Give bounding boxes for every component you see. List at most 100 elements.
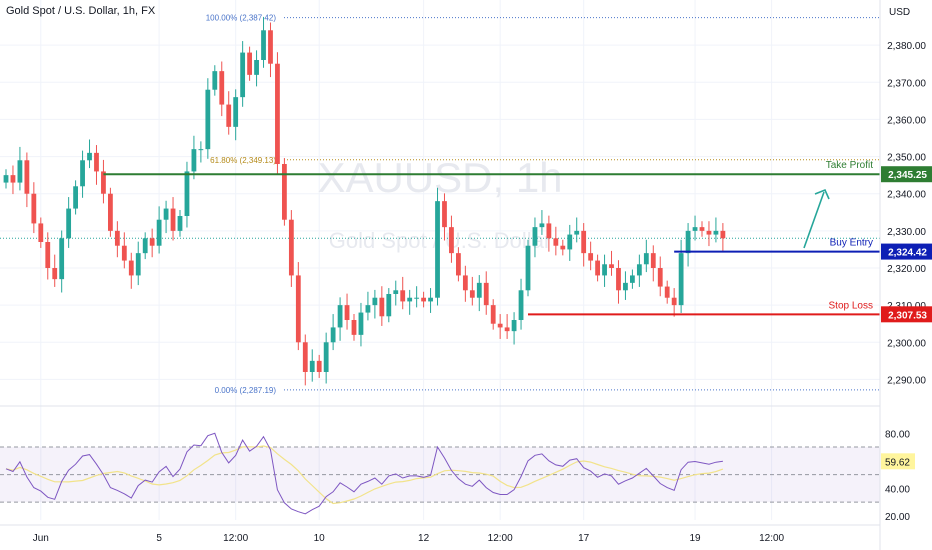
candle-body (435, 201, 440, 298)
candle-body (59, 238, 65, 280)
candle-body (114, 230, 120, 246)
candle-body (170, 208, 176, 231)
candle-body (469, 290, 475, 298)
candle-body (511, 320, 517, 332)
price-tick-label: 2,360.00 (887, 115, 926, 126)
candle-body (149, 238, 155, 246)
candle-body (636, 264, 642, 276)
candle-body (678, 253, 684, 306)
candle-body (539, 223, 545, 228)
candle-body (449, 227, 454, 254)
stop-loss-tag: 2,307.53 (888, 310, 927, 321)
candle-body (483, 282, 489, 306)
candle-body (414, 297, 420, 299)
price-tick-label: 2,340.00 (887, 190, 926, 201)
time-tick-label: 12 (418, 533, 430, 544)
rsi-band-fill (0, 447, 880, 503)
candle-body (706, 230, 712, 235)
candle-body (198, 149, 204, 151)
candle-body (177, 216, 183, 231)
candle-body (288, 219, 294, 276)
candle-body (323, 342, 329, 372)
time-tick-label: 12:00 (488, 533, 513, 544)
candle-body (309, 360, 315, 372)
candle-body (442, 201, 447, 228)
candle-body (358, 312, 364, 335)
candle-body (379, 297, 385, 317)
candle-body (205, 89, 211, 150)
candle-body (94, 152, 99, 172)
candle-body (664, 286, 670, 298)
candle-body (240, 52, 246, 98)
candle-body (616, 268, 621, 291)
candle-body (212, 71, 218, 90)
candle-body (456, 253, 461, 276)
candle-body (685, 230, 691, 254)
candle-body (692, 227, 698, 231)
candle-body (282, 164, 287, 220)
price-tick-label: 2,370.00 (887, 78, 926, 89)
take-profit-tag: 2,345.25 (888, 170, 927, 181)
candle-body (80, 160, 85, 187)
candle-body (316, 360, 322, 372)
candle-body (31, 193, 37, 224)
candle-body (393, 290, 399, 294)
chart-title: Gold Spot / U.S. Dollar, 1h, FX (6, 5, 156, 17)
candle-body (421, 297, 426, 302)
candle-body (623, 282, 628, 291)
price-tick-label: 2,380.00 (887, 41, 926, 52)
candle-body (630, 275, 635, 283)
time-tick-label: 5 (156, 533, 162, 544)
candle-body (233, 97, 239, 127)
candle-body (476, 282, 482, 298)
price-tick-label: 2,330.00 (887, 227, 926, 238)
buy-entry-tag-bg (881, 243, 932, 260)
take-profit-tag-bg (881, 166, 932, 183)
buy-entry-label: Buy Entry (830, 238, 873, 249)
buy-entry-tag: 2,324.42 (888, 248, 927, 259)
candle-body (302, 342, 308, 372)
candle-body (254, 60, 259, 75)
candle-body (330, 327, 336, 343)
candle-body (386, 294, 392, 317)
candle-body (226, 104, 232, 127)
fib-label-618: 61.80% (2,349.13) (210, 156, 276, 165)
watermark-symbol: XAUUSD, 1h (317, 154, 562, 201)
candle-body (108, 193, 113, 231)
time-tick-label: 19 (689, 533, 701, 544)
currency-label: USD (889, 7, 910, 18)
candle-body (532, 227, 538, 246)
candle-body (45, 242, 51, 268)
time-tick-label: 10 (314, 533, 326, 544)
candle-body (10, 175, 16, 183)
candle-body (365, 305, 371, 313)
watermark-name: Gold Spot / U.S. Dollar (329, 228, 552, 253)
candle-body (73, 186, 78, 209)
candle-body (295, 275, 301, 343)
price-tick-label: 2,350.00 (887, 153, 926, 164)
candle-body (87, 152, 92, 161)
candle-body (142, 238, 148, 254)
candle-body (135, 253, 141, 276)
candle-body (101, 171, 106, 194)
candle-body (546, 223, 552, 239)
candle-body (497, 323, 503, 328)
candle-body (609, 264, 614, 268)
candle-body (462, 275, 468, 291)
rsi-ma-line (5, 445, 724, 505)
candle-body (337, 305, 343, 328)
candle-body (156, 219, 162, 246)
candle-body (650, 253, 656, 268)
candle-body (525, 245, 531, 291)
rsi-last-tag-bg (881, 453, 915, 470)
projection-arrowhead (814, 188, 830, 200)
candle-body (671, 297, 677, 306)
candle-body (372, 297, 378, 306)
candle-body (553, 238, 559, 246)
candle-body (518, 290, 524, 320)
candle-body (191, 149, 197, 172)
candle-body (163, 208, 169, 220)
candle-body (247, 52, 252, 75)
stop-loss-label: Stop Loss (829, 300, 873, 311)
